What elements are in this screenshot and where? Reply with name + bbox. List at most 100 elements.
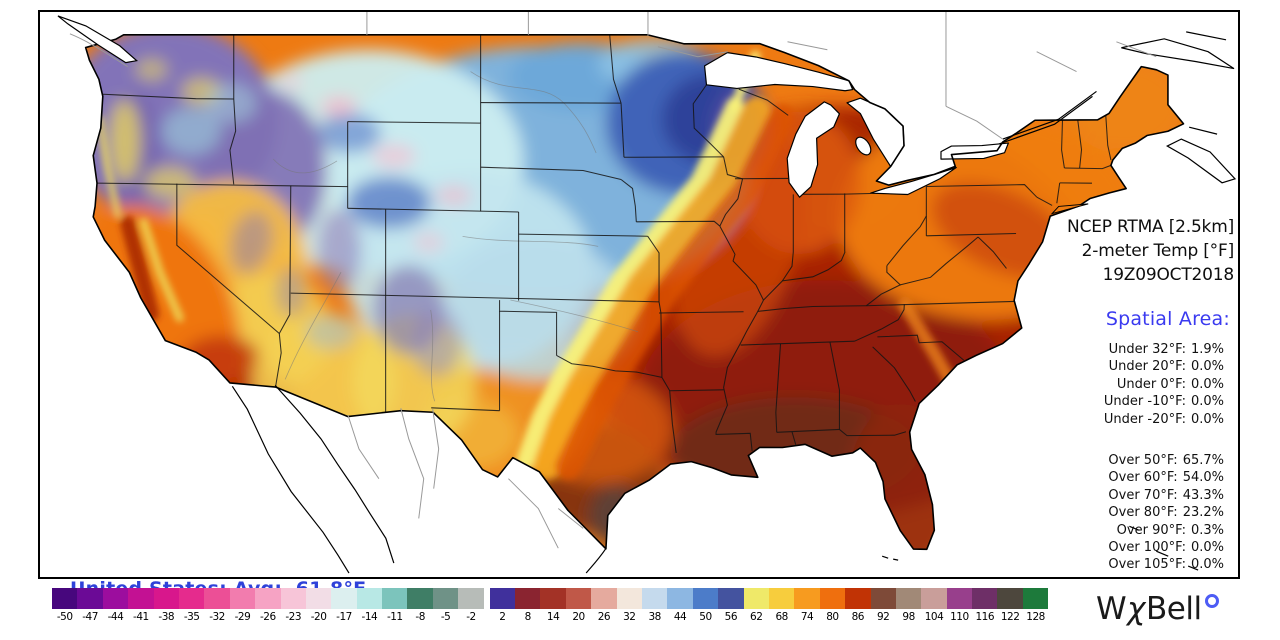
colorbar-swatch bbox=[128, 588, 154, 609]
stat-value: 43.3% bbox=[1182, 487, 1224, 503]
stat-value: 0.0% bbox=[1190, 394, 1224, 410]
temperature-colorbar: -50 -47 -44 -41 -38 -35 -32 -29 -26 -23 -20 -17 -14-… bbox=[52, 588, 1049, 623]
colorbar-swatch bbox=[845, 588, 871, 609]
colorbar-cell: 32 bbox=[616, 588, 642, 623]
over-stat-row: Over 100°F: 0.0% bbox=[1108, 539, 1224, 556]
colorbar-cell: -41 bbox=[128, 588, 154, 623]
stat-label: Over 100°F: bbox=[1108, 540, 1186, 556]
colorbar-swatch bbox=[794, 588, 820, 609]
stat-label: Under -10°F: bbox=[1103, 394, 1186, 410]
colorbar-tick-label: 20 bbox=[572, 611, 585, 623]
colorbar-cell: 62 bbox=[743, 588, 769, 623]
colorbar-cell: -26 bbox=[255, 588, 281, 623]
colorbar-tick-label: 56 bbox=[724, 611, 738, 623]
colorbar-swatch bbox=[102, 588, 129, 609]
colorbar-cell: -50 bbox=[52, 588, 78, 623]
colorbar-cell: 110 bbox=[946, 588, 973, 623]
colorbar-swatch bbox=[819, 588, 846, 609]
canada-mexico-borders bbox=[69, 12, 1157, 549]
colorbar-tick-label: -2 bbox=[466, 611, 476, 623]
colorbar-cell: 8 bbox=[515, 588, 541, 623]
colorbar-cell: 104 bbox=[921, 588, 947, 623]
colorbar-tick-label: -44 bbox=[107, 611, 124, 623]
long-island bbox=[1050, 203, 1089, 215]
colorbar-swatch bbox=[229, 588, 256, 609]
us-temperature-map bbox=[40, 12, 1238, 577]
colorbar-swatch bbox=[382, 588, 408, 609]
title-line-datetime: 19Z09OCT2018 bbox=[1102, 265, 1235, 285]
colorbar-swatch bbox=[743, 588, 769, 609]
colorbar-swatch bbox=[77, 588, 103, 609]
colorbar-swatch bbox=[305, 588, 332, 609]
colorbar-swatch bbox=[565, 588, 592, 609]
colorbar-swatch bbox=[432, 588, 459, 609]
colorbar-swatch bbox=[515, 588, 541, 609]
colorbar-swatch bbox=[1022, 588, 1049, 609]
colorbar-tick-label: 8 bbox=[524, 611, 532, 623]
colorbar-swatch bbox=[591, 588, 617, 609]
colorbar-tick-label: 62 bbox=[750, 611, 763, 623]
colorbar-swatch bbox=[946, 588, 973, 609]
colorbar-cell: 86 bbox=[845, 588, 871, 623]
colorbar-swatch bbox=[616, 588, 642, 609]
logo-bell: Bell bbox=[1146, 591, 1202, 627]
colorbar-tick-label: -38 bbox=[158, 611, 175, 623]
logo-w: W bbox=[1096, 591, 1127, 627]
colorbar-cell: 2 bbox=[489, 588, 516, 623]
colorbar-tick-label: -8 bbox=[415, 611, 425, 623]
stat-label: Over 70°F: bbox=[1108, 487, 1178, 503]
stat-label: Over 90°F: bbox=[1116, 522, 1186, 538]
colorbar-cell: 26 bbox=[591, 588, 617, 623]
colorbar-swatch bbox=[178, 588, 205, 609]
colorbar-cell: -38 bbox=[153, 588, 179, 623]
us-outline bbox=[84, 34, 1185, 551]
stat-value: 0.0% bbox=[1190, 376, 1224, 392]
colorbar-tick-label: 110 bbox=[950, 611, 969, 623]
spatial-area-heading: Spatial Area: bbox=[1105, 308, 1230, 330]
colorbar-cell: -20 bbox=[305, 588, 332, 623]
colorbar-tick-label: -11 bbox=[386, 611, 403, 623]
colorbar-cell: 50 bbox=[692, 588, 719, 623]
colorbar-swatch bbox=[280, 588, 306, 609]
colorbar-cell: 80 bbox=[819, 588, 846, 623]
colorbar-swatch bbox=[204, 588, 230, 609]
over-stat-row: Over 105°F: 0.0% bbox=[1108, 556, 1224, 573]
colorbar-cell: -32 bbox=[204, 588, 230, 623]
state-borders bbox=[97, 34, 1112, 454]
under-stat-row: Under -20°F: 0.0% bbox=[1104, 411, 1224, 428]
colorbar-tick-label: 80 bbox=[826, 611, 839, 623]
under-stat-row: Under 20°F: 0.0% bbox=[1104, 358, 1224, 375]
canada-mexico-coastlines bbox=[57, 15, 1237, 574]
colorbar-tick-label: 104 bbox=[924, 611, 944, 623]
stat-value: 0.0% bbox=[1190, 359, 1224, 375]
stat-value: 0.0% bbox=[1190, 557, 1224, 573]
colorbar-swatch bbox=[458, 588, 484, 609]
over-stat-row: Over 90°F: 0.3% bbox=[1108, 522, 1224, 539]
colorbar-swatch bbox=[718, 588, 744, 609]
colorbar-tick-label: -50 bbox=[56, 611, 73, 623]
stat-label: Over 80°F: bbox=[1108, 505, 1178, 521]
colorbar-tick-label: -47 bbox=[82, 611, 98, 623]
colorbar-swatch bbox=[489, 588, 516, 609]
over-stat-row: Over 80°F: 23.2% bbox=[1108, 504, 1224, 521]
colorbar-swatch bbox=[667, 588, 693, 609]
map-frame: NCEP RTMA [2.5km] 2-meter Temp [°F] 19Z0… bbox=[38, 10, 1240, 600]
stat-label: Over 105°F: bbox=[1108, 557, 1186, 573]
over-stat-row: Over 50°F: 65.7% bbox=[1108, 452, 1224, 469]
colorbar-cell: 74 bbox=[794, 588, 820, 623]
colorbar-tick-label: -20 bbox=[310, 611, 327, 623]
great-lakes bbox=[703, 52, 1009, 198]
colorbar-cell: 14 bbox=[540, 588, 566, 623]
colorbar-swatch bbox=[153, 588, 179, 609]
colorbar-cell: -8 bbox=[407, 588, 433, 623]
colorbar-swatch bbox=[407, 588, 433, 609]
colorbar-cell: 92 bbox=[870, 588, 896, 623]
weatherbell-logo: WχBell bbox=[1096, 591, 1219, 627]
colorbar-cell: -29 bbox=[229, 588, 256, 623]
stat-value: 23.2% bbox=[1182, 505, 1224, 521]
colorbar-swatch bbox=[356, 588, 383, 609]
colorbar-tick-label: -23 bbox=[285, 611, 302, 623]
colorbar-cell: 98 bbox=[895, 588, 922, 623]
colorbar-tick-label: 68 bbox=[775, 611, 788, 623]
colorbar-cell: -2 bbox=[458, 588, 484, 623]
